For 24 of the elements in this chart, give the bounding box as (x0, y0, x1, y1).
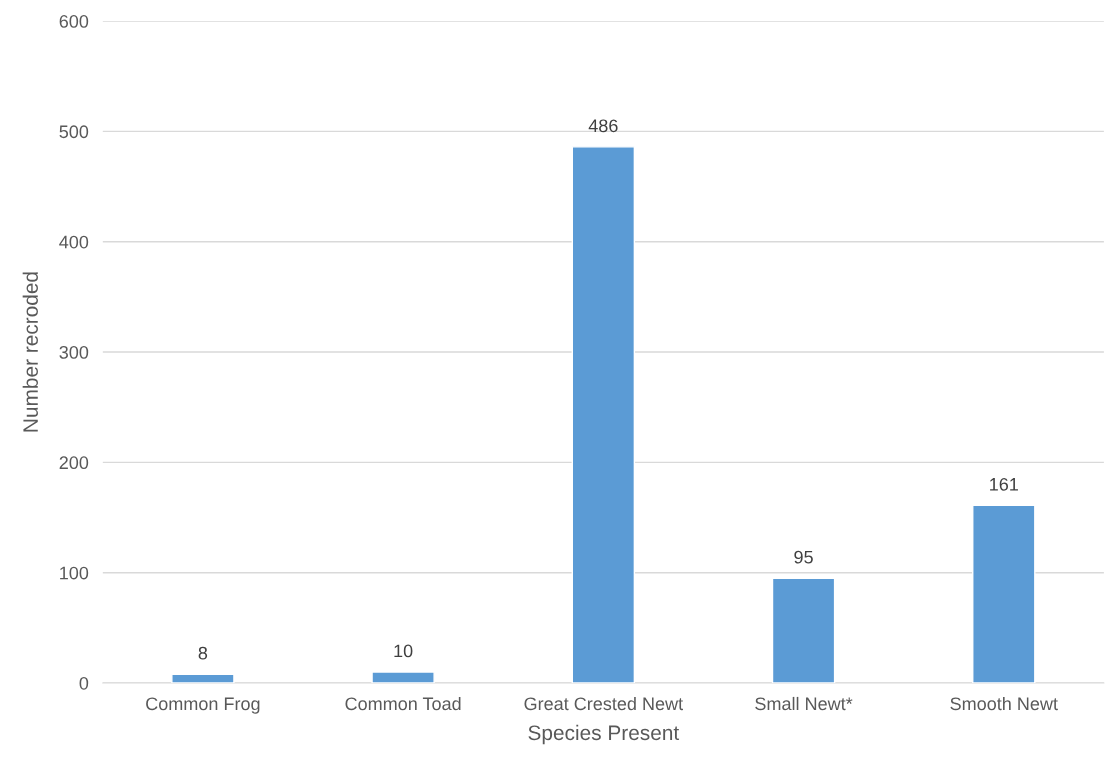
x-axis-title: Species Present (528, 724, 680, 745)
data-label: 8 (198, 646, 208, 660)
x-tick-label: Common Toad (345, 696, 461, 711)
y-tick-label: 300 (59, 345, 89, 359)
x-tick-label: Small Newt* (755, 696, 853, 711)
data-label: 486 (588, 119, 618, 133)
y-tick-label: 400 (59, 235, 89, 249)
y-axis-title: Number recroded (22, 272, 38, 432)
y-tick-label: 600 (59, 15, 89, 28)
bar (771, 577, 836, 684)
x-tick-label: Smooth Newt (950, 696, 1058, 711)
y-tick-label: 0 (79, 676, 89, 690)
bar (972, 504, 1036, 684)
data-label: 161 (990, 477, 1018, 491)
data-label: 10 (394, 644, 413, 658)
bar (571, 146, 636, 684)
y-tick-label: 500 (59, 125, 89, 139)
x-tick-label: Common Frog (146, 697, 260, 714)
bar (171, 673, 235, 684)
y-tick-label: 200 (59, 456, 89, 470)
data-label: 95 (794, 550, 813, 564)
bar (371, 671, 435, 684)
y-tick-label: 100 (60, 566, 89, 580)
x-tick-label: Great Crested Newt (524, 696, 683, 711)
